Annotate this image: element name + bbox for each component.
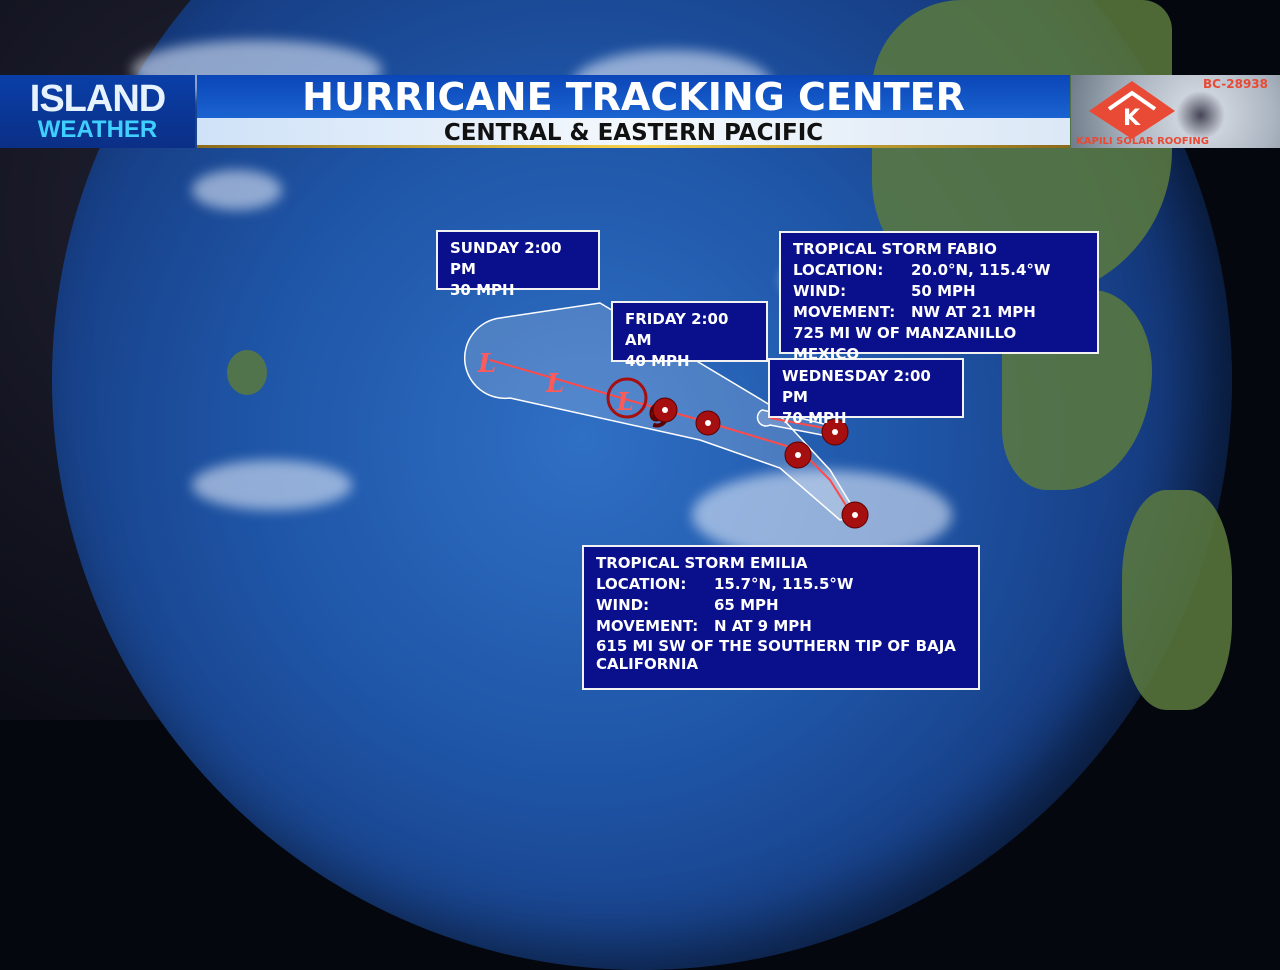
info-value: 65 MPH: [714, 596, 779, 614]
storm-title: TROPICAL STORM FABIO: [793, 240, 997, 258]
south-america-land: [1122, 490, 1232, 710]
sponsor-name: KAPILI SOLAR ROOFING: [1076, 136, 1209, 147]
info-value: 50 MPH: [911, 282, 976, 300]
sponsor-license: BC-28938: [1203, 77, 1268, 91]
page-subtitle: CENTRAL & EASTERN PACIFIC: [197, 118, 1070, 148]
info-value: 20.0°N, 115.4°W: [911, 261, 1051, 279]
info-label: WIND:: [596, 596, 650, 614]
logo-bottom-text: WEATHER: [37, 116, 158, 143]
logo-top-text: ISLAND: [29, 78, 166, 120]
forecast-wind: 30 MPH: [450, 281, 515, 299]
island-weather-logo: ISLAND WEATHER: [0, 75, 195, 148]
info-label: MOVEMENT:: [596, 617, 699, 635]
header-bar: ISLAND WEATHER HURRICANE TRACKING CENTER…: [0, 75, 1280, 148]
post-tropical-circle: [606, 377, 648, 419]
sponsor-ad: K BC-28938 KAPILI SOLAR ROOFING: [1071, 75, 1280, 148]
low-symbol: L: [477, 349, 496, 379]
info-value: 15.7°N, 115.5°W: [714, 575, 854, 593]
info-label: LOCATION:: [793, 261, 884, 279]
storm-info-fabio: TROPICAL STORM FABIO LOCATION: 20.0°N, 11…: [779, 231, 1099, 363]
info-label: LOCATION:: [596, 575, 687, 593]
storm-distance: 615 MI SW OF THE SOUTHERN TIP OF BAJA CA…: [596, 637, 956, 673]
info-value: NW AT 21 MPH: [911, 303, 1036, 321]
forecast-time: SUNDAY 2:00 PM: [450, 239, 562, 278]
info-value: N AT 9 MPH: [714, 617, 812, 635]
forecast-wind: 40 MPH: [625, 352, 690, 370]
storm-info-emilia: TROPICAL STORM EMILIA LOCATION: 15.7°N, 1…: [582, 545, 980, 690]
low-symbol: L: [616, 387, 634, 416]
hawaii-islands: [227, 350, 267, 395]
divider: [197, 145, 1070, 148]
storm-title: TROPICAL STORM EMILIA: [596, 554, 808, 572]
info-label: MOVEMENT:: [793, 303, 896, 321]
storm-distance: 725 MI W OF MANZANILLO MEXICO: [793, 324, 1017, 363]
sponsor-logo-icon: K: [1089, 81, 1175, 139]
forecast-time: WEDNESDAY 2:00 PM: [782, 367, 931, 406]
low-symbol: L: [545, 369, 564, 399]
forecast-wind: 70 MPH: [782, 409, 847, 427]
forecast-label-friday: FRIDAY 2:00 AM 40 MPH: [611, 301, 768, 370]
info-label: WIND:: [793, 282, 847, 300]
forecast-label-wednesday: WEDNESDAY 2:00 PM 70 MPH: [768, 358, 964, 427]
storm-track-overlay: L L L ൭: [463, 302, 869, 529]
page-title: HURRICANE TRACKING CENTER: [197, 75, 1070, 119]
forecast-label-sunday: SUNDAY 2:00 PM 30 MPH: [436, 230, 600, 299]
forecast-time: FRIDAY 2:00 AM: [625, 310, 729, 349]
svg-text:K: K: [1123, 106, 1141, 131]
